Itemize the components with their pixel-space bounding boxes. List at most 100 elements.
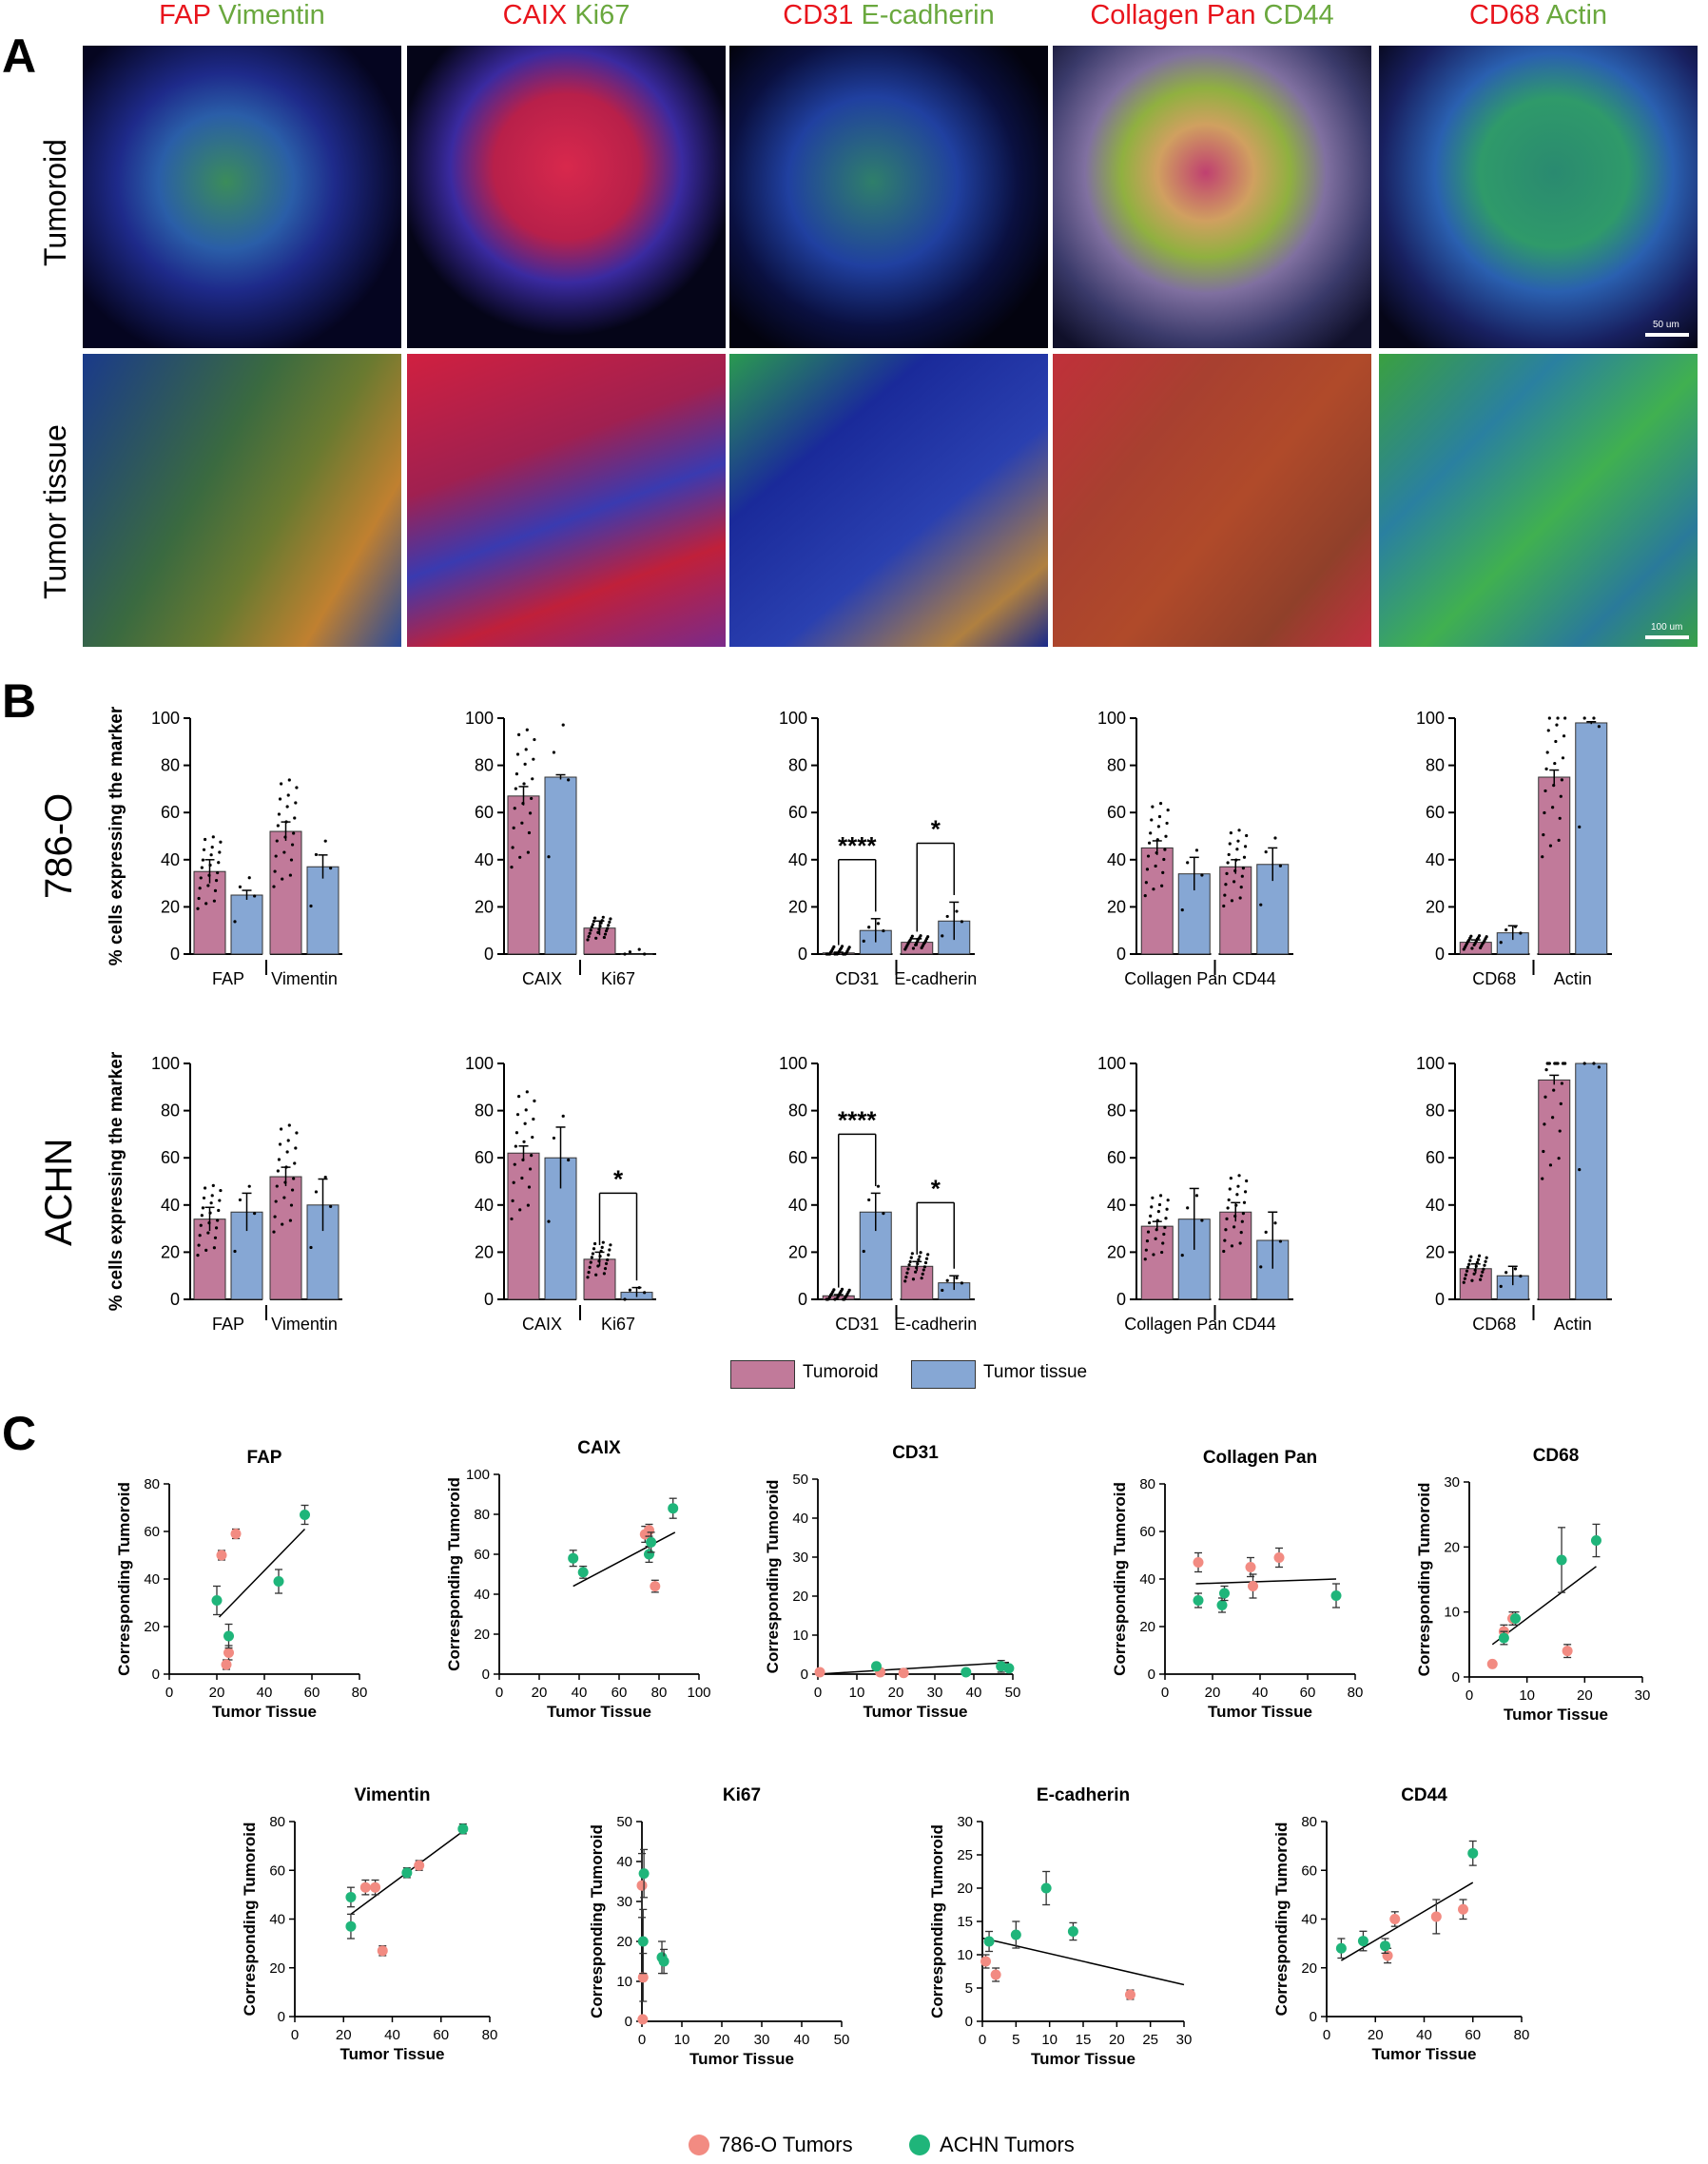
bar [1140, 847, 1174, 955]
x-axis-label: Tumor Tissue [1372, 2045, 1477, 2063]
data-point [1553, 761, 1557, 766]
data-point [832, 945, 836, 948]
scatter-point [983, 1936, 995, 1947]
x-category-label: Ki67 [601, 969, 635, 988]
fluorescence-micrograph-icon [1053, 46, 1371, 348]
y-tick-label: 0 [1116, 945, 1126, 964]
data-point [833, 952, 837, 956]
x-tick-label: 5 [1012, 2032, 1019, 2048]
data-point [284, 820, 288, 824]
scatter-point [898, 1667, 909, 1679]
data-point [1563, 1062, 1567, 1065]
scatter-title: CD68 [1533, 1446, 1580, 1466]
data-point [1223, 1238, 1227, 1242]
y-tick-label: 20 [616, 1934, 632, 1950]
y-tick-label: 100 [465, 709, 494, 728]
data-point [1242, 1200, 1247, 1204]
data-point [1483, 1263, 1486, 1267]
data-point [903, 1279, 907, 1283]
data-point [1278, 1239, 1283, 1243]
header-red-marker: FAP [159, 0, 211, 30]
data-point [1559, 1101, 1562, 1106]
x-tick-label: 0 [1323, 2027, 1330, 2043]
data-point [1241, 867, 1246, 870]
data-point [525, 728, 529, 731]
data-point [1235, 1193, 1239, 1197]
data-point [309, 1245, 313, 1250]
data-point [911, 1277, 916, 1281]
x-tick-label: 20 [1368, 2027, 1384, 2043]
y-tick-label: 20 [1139, 1619, 1155, 1635]
data-point [531, 1135, 534, 1140]
y-tick-label: 10 [792, 1628, 808, 1644]
data-point [862, 939, 865, 943]
fluorescence-micrograph-icon [729, 354, 1048, 647]
data-point [908, 1259, 912, 1264]
data-point [1562, 734, 1566, 738]
data-point [547, 1219, 551, 1223]
data-point [602, 935, 606, 940]
y-tick-label: 40 [1107, 850, 1126, 869]
data-point [867, 926, 871, 929]
y-tick-label: 10 [1444, 1605, 1460, 1621]
x-category-label: E-cadherin [894, 969, 977, 988]
sig-label: **** [838, 1105, 877, 1134]
data-point [955, 1276, 959, 1280]
scatter-point [1248, 1581, 1258, 1591]
data-point [282, 1196, 286, 1199]
y-tick-label: 60 [788, 803, 807, 822]
x-tick-label: 20 [1109, 2032, 1125, 2048]
scatter-point [668, 1503, 679, 1514]
sig-label: **** [838, 831, 877, 860]
bar-chart-ACHN-5: 0 20 40 60 80 100 FAP Vimentin % cells expressin… [107, 1051, 342, 1334]
header-red-marker: CD68 [1468, 0, 1541, 30]
data-point [216, 870, 220, 875]
marker-header-0: FAP Vimentin [83, 0, 401, 31]
data-point [1238, 896, 1242, 900]
x-tick-label: 40 [1252, 1685, 1269, 1701]
bar-chart-grid: 0 20 40 60 80 100 FAP Vimentin % cells expressin… [107, 706, 1612, 1334]
y-tick-label: 0 [1148, 1667, 1155, 1683]
y-tick-label: 30 [792, 1550, 808, 1566]
scatter-point [568, 1552, 579, 1564]
data-point [1551, 1116, 1555, 1120]
bar-chart-786-O-4: 0 20 40 60 80 100 CD68 Actin [1416, 709, 1612, 988]
data-point [1237, 829, 1241, 832]
data-point [599, 921, 603, 925]
data-point [293, 1161, 297, 1165]
y-tick-label: 80 [161, 1101, 180, 1121]
data-point [906, 1267, 910, 1271]
data-point [1222, 1249, 1226, 1254]
x-tick-label: 60 [611, 1685, 628, 1701]
scatter-point [1330, 1590, 1342, 1601]
scatter-point [650, 1581, 661, 1592]
data-point [917, 1257, 921, 1261]
fit-line [981, 1937, 1185, 1986]
y-tick-label: 20 [957, 1881, 973, 1897]
data-point [597, 927, 601, 931]
data-point [1470, 1278, 1474, 1282]
marker-header-4: CD68 Actin [1379, 0, 1698, 31]
x-category-label: CD68 [1472, 1315, 1516, 1334]
data-point [1481, 942, 1485, 946]
x-tick-label: 0 [1465, 1687, 1473, 1704]
data-point [1180, 1254, 1184, 1257]
data-point [280, 1127, 283, 1131]
y-tick-label: 20 [1426, 1242, 1445, 1261]
data-point [523, 1121, 527, 1125]
data-point [273, 869, 277, 873]
bar [269, 830, 302, 955]
y-tick-label: 80 [788, 756, 807, 775]
data-point [552, 751, 556, 754]
x-category-label: FAP [212, 969, 244, 988]
data-point [280, 782, 283, 786]
data-point [1238, 1241, 1242, 1245]
x-tick-label: 40 [966, 1685, 982, 1701]
bar [193, 870, 226, 955]
data-point [204, 1186, 207, 1190]
data-point [510, 866, 514, 869]
fit-line [573, 1531, 676, 1588]
y-tick-label: 80 [1426, 756, 1445, 775]
data-point [210, 1194, 214, 1198]
y-tick-label: 80 [1107, 756, 1126, 775]
